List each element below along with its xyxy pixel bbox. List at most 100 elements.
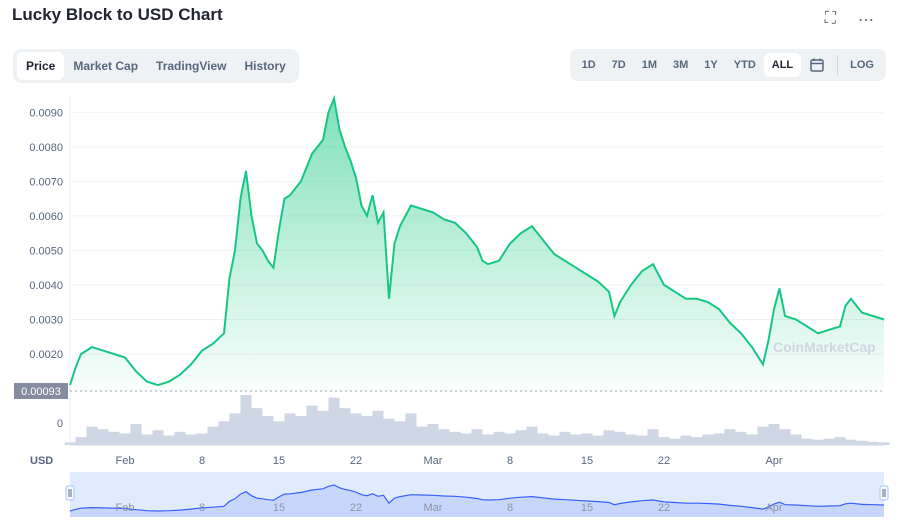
volume-bar: [768, 423, 780, 445]
x-tick-label: 22: [350, 455, 362, 467]
volume-bar: [735, 431, 747, 445]
volume-bar: [834, 437, 846, 445]
volume-bar: [845, 439, 857, 445]
navigator-tick-label: 8: [507, 502, 513, 514]
volume-bar: [350, 413, 362, 445]
log-toggle[interactable]: LOG: [850, 59, 874, 71]
volume-bar: [218, 421, 230, 445]
volume-bar: [372, 410, 384, 445]
volume-bar: [119, 433, 131, 445]
currency-label: USD: [30, 455, 53, 467]
range-ytd[interactable]: YTD: [733, 59, 756, 71]
volume-bar: [515, 430, 527, 445]
range-all[interactable]: ALL: [763, 53, 802, 77]
volume-bar: [163, 435, 175, 445]
volume-bar: [559, 431, 571, 445]
volume-bar: [295, 416, 307, 445]
range-3m[interactable]: 3M: [673, 59, 689, 71]
volume-bar: [713, 433, 725, 445]
volume-bar: [460, 433, 472, 445]
navigator-window: [70, 472, 884, 517]
volume-bar: [108, 431, 120, 445]
volume-bar: [141, 434, 153, 445]
volume-bar: [251, 408, 263, 445]
tab-market-cap[interactable]: Market Cap: [73, 59, 139, 73]
tab-history[interactable]: History: [244, 59, 286, 73]
tab-price[interactable]: Price: [17, 52, 65, 80]
volume-bar: [691, 437, 703, 445]
volume-bar: [317, 410, 329, 445]
volume-bar: [592, 435, 604, 445]
volume-bar: [427, 423, 439, 445]
navigator-tick-label: 15: [273, 502, 285, 514]
y-tick-label: 0.0090: [29, 107, 63, 119]
volume-bar: [394, 421, 406, 445]
volume-bar: [548, 435, 560, 445]
volume-bar: [284, 413, 296, 445]
navigator-tick-label: 22: [658, 502, 670, 514]
volume-bar: [383, 418, 395, 445]
volume-bar: [328, 397, 340, 445]
volume-bar: [86, 426, 98, 445]
x-tick-label: 8: [507, 455, 513, 467]
navigator-tick-label: 15: [581, 502, 593, 514]
volume-bar: [636, 435, 648, 445]
volume-bar: [669, 438, 681, 445]
volume-bar: [64, 442, 76, 445]
volume-bar: [526, 426, 538, 445]
navigator-handle[interactable]: [65, 485, 75, 501]
watermark: CoinMarketCap: [773, 339, 876, 355]
navigator-tick-label: Mar: [424, 502, 443, 514]
volume-bar: [229, 413, 241, 445]
navigator-tick-label: Feb: [116, 502, 135, 514]
range-1m[interactable]: 1M: [641, 59, 658, 71]
volume-bar: [273, 421, 285, 445]
range-1y[interactable]: 1Y: [704, 59, 718, 71]
navigator-area: [70, 485, 884, 517]
x-tick-label: 22: [658, 455, 670, 467]
volume-bar: [97, 429, 109, 445]
baseline-label-bg: [14, 382, 68, 399]
volume-bar: [570, 434, 582, 445]
volume-bar: [361, 416, 373, 445]
volume-bar: [878, 442, 890, 445]
tab-tradingview[interactable]: TradingView: [156, 59, 227, 73]
volume-bar: [482, 434, 494, 445]
more-icon[interactable]: ⋯: [858, 12, 874, 29]
calendar-icon[interactable]: [801, 53, 833, 77]
navigator-handle[interactable]: [879, 485, 889, 501]
y-tick-label: 0.0060: [29, 211, 63, 223]
volume-bar: [647, 429, 659, 445]
volume-bar: [504, 433, 516, 445]
x-tick-label: Feb: [116, 455, 135, 467]
range-1d[interactable]: 1D: [581, 59, 596, 71]
price-line: [69, 94, 885, 387]
y-tick-label: 0.0080: [29, 142, 63, 154]
range-selector: 1D 7D 1M 3M 1Y YTD ALL LOG: [569, 49, 886, 81]
volume-bar: [207, 426, 219, 445]
y-tick-label: 0.0040: [29, 280, 63, 292]
navigator-tick-label: Apr: [765, 502, 782, 514]
volume-zero-label: 0: [57, 418, 63, 430]
navigator-tick-label: 22: [350, 502, 362, 514]
volume-bar: [262, 416, 274, 445]
separator: [837, 55, 839, 75]
volume-bar: [493, 431, 505, 445]
volume-bar: [867, 441, 879, 445]
volume-bar: [174, 431, 186, 445]
volume-bar: [625, 434, 637, 445]
volume-bar: [614, 431, 626, 445]
volume-bar: [152, 430, 164, 445]
volume-bar: [801, 438, 813, 445]
volume-bar: [185, 434, 197, 445]
volume-bar: [471, 429, 483, 445]
range-7d[interactable]: 7D: [611, 59, 626, 71]
navigator-line: [69, 484, 885, 512]
volume-bar: [449, 431, 461, 445]
volume-bar: [779, 429, 791, 445]
x-tick-label: 8: [199, 455, 205, 467]
fullscreen-icon[interactable]: ⛶: [824, 10, 836, 27]
volume-bar: [757, 426, 769, 445]
volume-bar: [856, 440, 868, 445]
y-tick-label: 0.0030: [29, 314, 63, 326]
